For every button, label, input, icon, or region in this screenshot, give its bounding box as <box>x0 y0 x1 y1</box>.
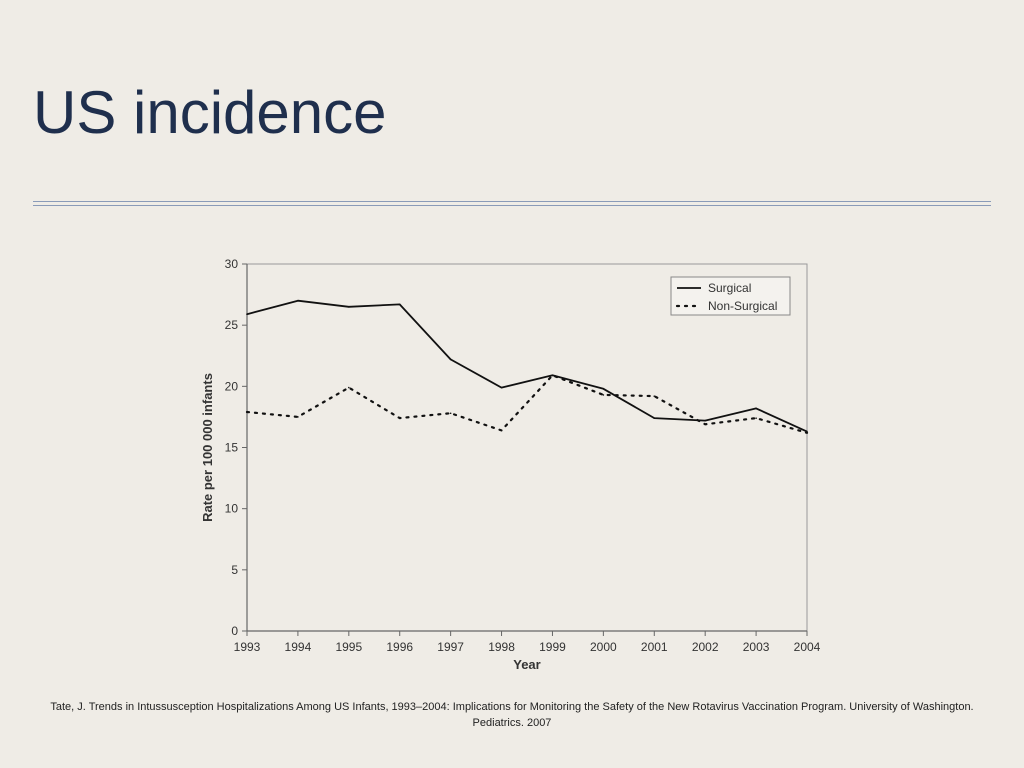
data-point-0-1997 <box>449 358 452 361</box>
y-tick-label-25: 25 <box>225 318 239 332</box>
x-tick-label-1999: 1999 <box>539 640 566 654</box>
x-tick-label-2001: 2001 <box>641 640 668 654</box>
x-tick-label-1998: 1998 <box>488 640 515 654</box>
y-tick-label-20: 20 <box>225 379 239 393</box>
x-tick-label-2003: 2003 <box>743 640 770 654</box>
data-point-1-2004 <box>806 432 808 434</box>
data-point-1-1999 <box>551 374 554 377</box>
title-divider-bottom <box>33 205 991 206</box>
x-tick-label-1997: 1997 <box>437 640 464 654</box>
citation: Tate, J. Trends in Intussusception Hospi… <box>0 699 1024 731</box>
data-point-1-2000 <box>602 394 605 396</box>
series-line-surgical <box>246 299 808 433</box>
citation-line-2: Pediatrics. 2007 <box>472 717 552 729</box>
data-point-1-1995 <box>348 386 350 389</box>
data-point-1-1997 <box>449 412 452 415</box>
data-point-1-1998 <box>500 429 503 432</box>
data-point-0-1995 <box>348 306 350 308</box>
data-point-0-2001 <box>653 417 656 419</box>
data-point-0-2002 <box>704 419 706 422</box>
y-tick-label-5: 5 <box>231 563 238 577</box>
x-tick-label-1996: 1996 <box>386 640 413 654</box>
series-line-non-surgical <box>245 374 809 434</box>
title-divider-top <box>33 201 991 202</box>
data-point-0-2000 <box>602 387 605 390</box>
data-point-0-1998 <box>500 386 503 389</box>
line-chart: 0 5 10 15 20 25 30 1993 1994 1995 1996 1997 1998 1999… <box>190 250 830 680</box>
data-point-0-1994 <box>297 299 299 302</box>
x-tick-label-1994: 1994 <box>285 640 312 654</box>
x-tick-label-1993: 1993 <box>234 640 261 654</box>
x-tick-label-2000: 2000 <box>590 640 617 654</box>
legend-box <box>670 276 791 316</box>
x-tick-label-2002: 2002 <box>692 640 719 654</box>
y-tick-label-0: 0 <box>231 624 238 638</box>
data-point-0-1996 <box>398 303 401 306</box>
data-point-1-1993 <box>246 411 248 413</box>
y-axis-label: Rate per 100 000 infants <box>200 373 215 522</box>
y-tick-label-10: 10 <box>225 502 239 516</box>
slide-title: US incidence <box>33 79 387 146</box>
x-tick-label-2004: 2004 <box>794 640 821 654</box>
data-point-0-2003 <box>755 407 757 410</box>
data-point-0-1993 <box>246 313 248 315</box>
x-tick-label-1995: 1995 <box>335 640 362 654</box>
x-axis-label: Year <box>513 657 540 672</box>
y-tick-label-15: 15 <box>225 441 239 455</box>
chart-canvas: 0 5 10 15 20 25 30 1993 1994 1995 1996 1997 1998 1999… <box>200 257 821 672</box>
data-point-1-2001 <box>653 395 656 397</box>
data-point-1-1994 <box>297 416 299 418</box>
data-point-1-1996 <box>398 417 401 419</box>
plot-frame <box>246 263 808 632</box>
citation-line-1: Tate, J. Trends in Intussusception Hospi… <box>50 701 974 713</box>
data-point-1-2002 <box>704 423 706 426</box>
legend-label-1: Non-Surgical <box>708 299 777 313</box>
legend-label-0: Surgical <box>708 281 751 295</box>
y-tick-label-30: 30 <box>225 257 239 271</box>
data-point-1-2003 <box>755 417 757 419</box>
